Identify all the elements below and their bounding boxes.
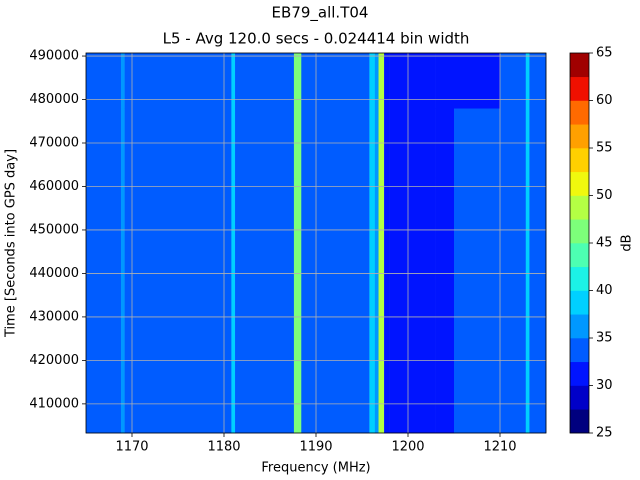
y-tick-label: 420000	[29, 353, 79, 368]
colorbar-label: dB	[620, 234, 635, 251]
heatmap-cell	[384, 53, 390, 109]
colorbar-tick-label: 45	[596, 236, 613, 251]
colorbar-segment	[570, 385, 589, 410]
heatmap-cell	[384, 177, 390, 434]
heatmap-cell	[435, 177, 455, 434]
colorbar-segment	[570, 314, 589, 339]
heatmap-cell	[231, 53, 236, 109]
colorbar-tick-label: 30	[596, 378, 613, 393]
y-tick-label: 460000	[29, 179, 79, 194]
heatmap-cell	[525, 177, 530, 434]
heatmap-cell	[529, 177, 547, 434]
chart-subtitle: L5 - Avg 120.0 secs - 0.024414 bin width	[163, 30, 470, 48]
x-tick-label: 1180	[207, 440, 240, 455]
y-tick-label: 470000	[29, 136, 79, 151]
heatmap-cell	[86, 53, 122, 109]
heatmap-cell	[454, 53, 501, 109]
colorbar-tick-label: 55	[596, 141, 613, 156]
colorbar-segment	[570, 148, 589, 173]
heatmap-cell	[500, 177, 527, 434]
colorbar-tick-label: 35	[596, 331, 613, 346]
heatmap-cell	[235, 53, 295, 109]
colorbar-segment	[570, 409, 589, 434]
heatmap-cell	[124, 53, 232, 109]
heatmap-cell	[435, 53, 455, 109]
heatmap-cell	[293, 177, 302, 434]
x-tick-label: 1170	[115, 440, 148, 455]
heatmap-cell	[369, 177, 376, 434]
heatmap-cell	[378, 177, 385, 434]
heatmap-cell	[231, 177, 236, 434]
colorbar-segment	[570, 243, 589, 268]
colorbar-segment	[570, 76, 589, 101]
colorbar-segment	[570, 53, 589, 78]
colorbar-tick-label: 65	[596, 46, 613, 61]
colorbar-segment	[570, 266, 589, 291]
heatmap-cell	[124, 177, 232, 434]
x-tick-label: 1190	[299, 440, 332, 455]
colorbar-segment	[570, 171, 589, 196]
y-tick-label: 490000	[29, 49, 79, 64]
colorbar-segment	[570, 124, 589, 149]
heatmap-cell	[293, 53, 302, 109]
y-tick-label: 410000	[29, 396, 79, 411]
x-tick-label: 1200	[391, 440, 424, 455]
heatmap-cell	[86, 177, 122, 434]
y-axis-label: Time [Seconds into GPS day]	[4, 149, 19, 338]
colorbar-segment	[570, 100, 589, 125]
y-tick-label: 440000	[29, 266, 79, 281]
heatmap-cell	[120, 53, 125, 109]
colorbar-segment	[570, 338, 589, 363]
colorbar-segment	[570, 219, 589, 244]
y-tick-label: 430000	[29, 309, 79, 324]
heatmap-cell	[369, 53, 376, 109]
heatmap-cell	[374, 177, 379, 434]
colorbar-segment	[570, 195, 589, 220]
y-tick-label: 450000	[29, 222, 79, 237]
heatmap-cell	[454, 177, 501, 434]
heatmap-cell	[389, 177, 436, 434]
x-axis-label: Frequency (MHz)	[261, 461, 370, 476]
colorbar-tick-label: 60	[596, 93, 613, 108]
heatmap-cell	[389, 53, 436, 109]
colorbar-segment	[570, 290, 589, 315]
heatmap-cell	[374, 53, 379, 109]
colorbar-tick-label: 50	[596, 188, 613, 203]
heatmap-cell	[301, 177, 370, 434]
heatmap-cell	[378, 53, 385, 109]
y-tick-label: 480000	[29, 92, 79, 107]
heatmap-cell	[235, 177, 295, 434]
heatmap-cell	[525, 53, 530, 109]
x-tick-label: 1210	[483, 440, 516, 455]
heatmap-cell	[500, 53, 527, 109]
heatmap-cell	[120, 177, 125, 434]
heatmap-cell	[301, 53, 370, 109]
plot-frame	[85, 52, 547, 434]
chart-title: EB79_all.T04	[272, 4, 369, 23]
heatmap-cell	[529, 53, 547, 109]
colorbar-tick-label: 40	[596, 283, 613, 298]
colorbar-segment	[570, 361, 589, 386]
colorbar-tick-label: 25	[596, 426, 613, 441]
